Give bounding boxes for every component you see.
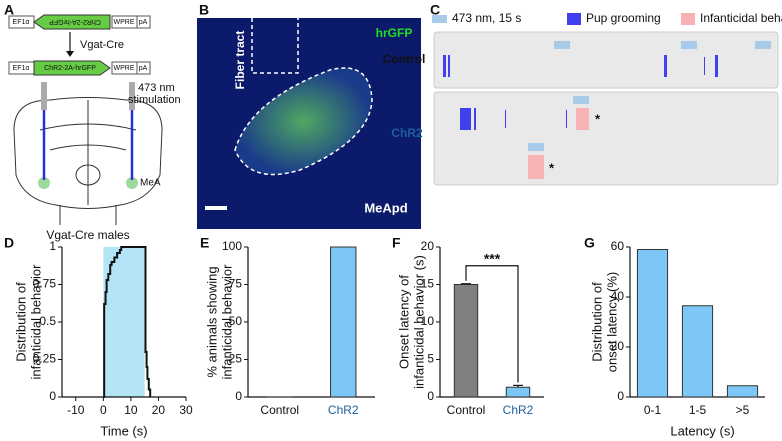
region-label: MeA [140, 178, 161, 189]
construct-label: pA [139, 65, 148, 72]
x-tick-label: 0-1 [644, 403, 662, 417]
svg-text:*: * [549, 160, 555, 175]
y-tick-label: 0 [235, 389, 242, 403]
panel-label: G [584, 235, 595, 251]
row-box [433, 31, 779, 89]
caption: Vgat-Cre males [46, 228, 129, 242]
region-label: MeApd [364, 200, 407, 215]
construct-label: EF1α [13, 19, 30, 26]
x-tick-label: >5 [736, 403, 750, 417]
panel-label: B [199, 2, 209, 18]
bar [453, 284, 479, 398]
legend-label: Pup grooming [586, 11, 661, 25]
bar [636, 249, 669, 398]
construct-label: WPRE [114, 65, 135, 72]
y-axis-label: Distribution of [13, 282, 28, 362]
construct-label: EF1α [13, 65, 30, 72]
region-outline [234, 67, 373, 176]
y-tick-label: 0 [617, 389, 624, 403]
scale-bar [205, 206, 227, 210]
x-tick-label: Control [260, 403, 299, 417]
y-tick-label: 50 [229, 314, 243, 328]
y-axis-label: infanticidal behavior [219, 264, 234, 380]
y-tick-label: 0.75 [33, 277, 57, 291]
construct-bottom: EF1α ChR2-2A-hrGFP WPRE pA [8, 60, 151, 76]
x-tick-label: 30 [179, 403, 193, 417]
x-tick-label: ChR2 [503, 403, 534, 417]
marker-label: hrGFP [376, 26, 413, 40]
brain-diagram [13, 82, 163, 225]
x-tick-label: 1-5 [689, 403, 707, 417]
x-axis-label: Time (s) [100, 423, 147, 438]
x-tick-label: 20 [152, 403, 166, 417]
fiber-outline [251, 18, 299, 74]
legend-label: 473 nm, 15 s [452, 11, 521, 25]
y-tick-label: 100 [222, 239, 242, 253]
step-line [103, 246, 152, 398]
x-tick-label: 10 [124, 403, 138, 417]
legend-swatch [681, 13, 695, 25]
panel-label: E [200, 235, 209, 251]
legend-swatch [567, 13, 581, 25]
significance-label: *** [484, 250, 501, 266]
y-axis-label: infanticidal behavior [28, 264, 43, 380]
event-marks: * * [443, 41, 771, 179]
row-box [433, 91, 779, 186]
construct-label: pA [139, 19, 148, 26]
y-axis-label: % animals showing [204, 266, 219, 377]
y-axis-label: Onset latency of [396, 275, 411, 369]
bar [726, 385, 759, 398]
y-tick-label: 0 [427, 389, 434, 403]
svg-text:*: * [595, 111, 601, 126]
bar [681, 305, 714, 398]
stim-label: stimulation [128, 94, 181, 106]
construct-label: ChR2-2A-hrGFP [44, 65, 96, 72]
construct-label: ChR2-2A-hrGFP [49, 18, 101, 25]
y-tick-label: 25 [229, 352, 243, 366]
y-tick-label: 60 [611, 239, 625, 253]
row-label: ChR2 [391, 126, 423, 140]
y-tick-label: 0.25 [33, 352, 57, 366]
x-tick-label: Control [447, 403, 486, 417]
legend-label: Infanticidal behavior [700, 11, 782, 25]
construct-label: WPRE [114, 19, 135, 26]
y-tick-label: 20 [611, 339, 625, 353]
y-tick-label: 1 [49, 239, 56, 253]
y-axis-label: onset latency (%) [604, 272, 619, 372]
significance-bracket [465, 265, 519, 383]
x-axis-label: Latency (s) [670, 423, 734, 438]
y-tick-label: 0.5 [39, 314, 56, 328]
stim-label: 473 nm [138, 82, 175, 94]
panel-label: A [4, 2, 14, 18]
arrow-head [66, 51, 74, 57]
y-axis-label: infanticidal behavior (s) [411, 255, 426, 389]
y-tick-label: 15 [421, 277, 435, 291]
legend-swatch [432, 15, 447, 23]
y-axis-label: Distribution of [589, 282, 604, 362]
construct-top: EF1α ChR2-2A-hrGFP WPRE pA [8, 14, 151, 30]
row-label: Control [383, 52, 426, 66]
y-tick-label: 75 [229, 277, 243, 291]
bar [330, 246, 357, 398]
x-tick-label: -10 [67, 403, 85, 417]
y-tick-label: 40 [611, 289, 625, 303]
panel-label: C [430, 2, 440, 18]
y-tick-label: 20 [421, 239, 435, 253]
y-tick-label: 0 [49, 389, 56, 403]
y-tick-label: 10 [421, 314, 435, 328]
recombinase: Vgat-Cre [80, 39, 124, 51]
x-tick-label: ChR2 [328, 403, 359, 417]
fiber-label: Fiber tract [233, 31, 247, 90]
bar [505, 386, 531, 398]
y-tick-label: 5 [427, 352, 434, 366]
panel-label: F [392, 235, 401, 251]
panel-label: D [4, 235, 14, 251]
x-tick-label: 0 [100, 403, 107, 417]
